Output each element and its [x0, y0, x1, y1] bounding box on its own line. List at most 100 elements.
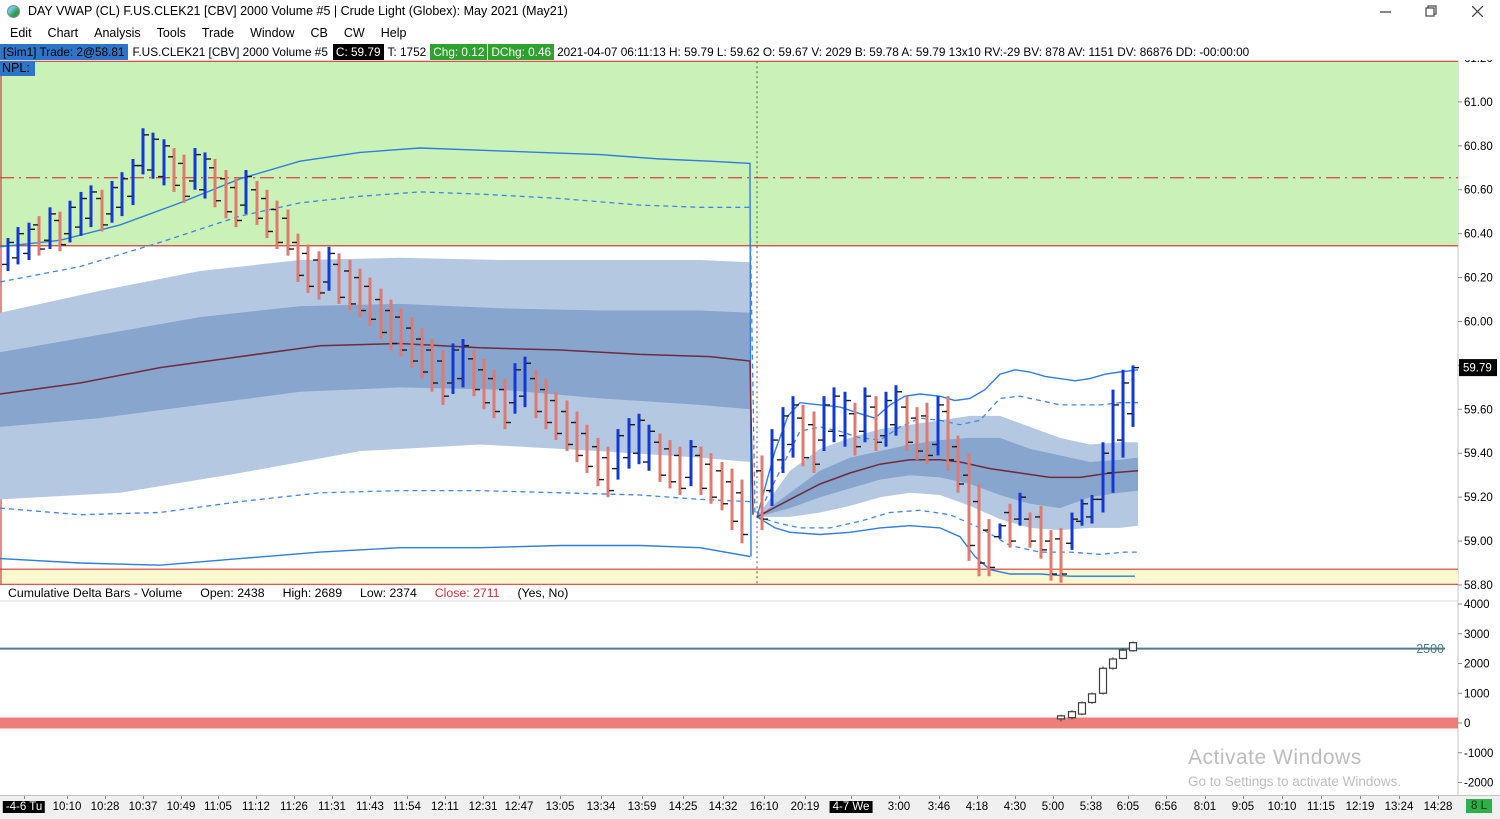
time-axis-label: 5:38: [1079, 801, 1103, 813]
time-axis-label: 10:49: [166, 801, 196, 813]
vwap-inner-band-s2: [757, 437, 1138, 517]
time-axis-label: 20:19: [790, 801, 820, 813]
minimize-button[interactable]: [1362, 0, 1408, 22]
sim-trade-chip: [Sim1] Trade: 2@58.81: [0, 44, 128, 60]
time-axis-tick: [642, 796, 643, 799]
delta-high-value: High: 2689: [282, 585, 343, 600]
delta-axis-label: 3000: [1464, 629, 1490, 641]
upper-dashed-band-line-s1: [0, 191, 756, 517]
menu-item-window[interactable]: Window: [250, 26, 295, 40]
time-axis-label: 13:24: [1384, 801, 1414, 813]
time-axis-label: 10:10: [1267, 801, 1297, 813]
time-axis-tick: [851, 796, 852, 799]
time-axis-tick: [764, 796, 765, 799]
change-chip: Chg: 0.12: [430, 44, 489, 60]
delta-axis-label: 0: [1464, 718, 1470, 730]
last-price-chip: C: 59.79: [332, 44, 384, 60]
lower-band-line-s1: [0, 544, 751, 566]
last-price-tag: 59.79: [1463, 363, 1492, 375]
delta-close-value: Close: 2711: [434, 585, 500, 600]
price-axis-label: 60.40: [1464, 229, 1493, 241]
menu-item-tools[interactable]: Tools: [156, 26, 186, 40]
time-axis-label: 4:18: [965, 801, 989, 813]
time-axis-label: 12:19: [1345, 801, 1375, 813]
price-axis-label: 60.60: [1464, 185, 1493, 197]
yellow-support-zone: [0, 569, 1458, 585]
price-axis-label: 59.60: [1464, 404, 1493, 416]
close-button[interactable]: [1454, 0, 1500, 22]
time-axis-label: 14:25: [668, 801, 698, 813]
time-axis-tick: [181, 796, 182, 799]
menu-item-chart[interactable]: Chart: [47, 26, 79, 40]
time-axis-tick: [370, 796, 371, 799]
time-axis-label: 16:10: [749, 801, 779, 813]
window-controls: [1362, 0, 1500, 22]
time-axis[interactable]: 8 L -4-6 Tu 10:10 10:28 10:37 10:49 11:05 11:1…: [0, 795, 1500, 819]
lower-band-line-s2: [756, 516, 1135, 577]
time-axis-tick: [560, 796, 561, 799]
window-title: DAY VWAP (CL) F.US.CLEK21 [CBV] 2000 Vol…: [28, 4, 568, 18]
app-globe-icon: [7, 4, 20, 18]
time-axis-date-label: 4-7 We: [829, 801, 873, 813]
time-axis-label: 3:00: [887, 801, 911, 813]
delta-candle-body: [1108, 658, 1118, 669]
time-axis-tick: [519, 796, 520, 799]
time-axis-tick: [256, 796, 257, 799]
price-axis-label: 61.00: [1464, 97, 1493, 109]
time-axis-tick: [1166, 796, 1167, 799]
menu-item-trade[interactable]: Trade: [201, 26, 235, 40]
npl-label: NPL:: [0, 61, 35, 76]
time-axis-tick: [1091, 796, 1092, 799]
time-axis-label: 11:12: [242, 801, 270, 813]
time-axis-label: 11:05: [204, 801, 232, 813]
delta-open-value: Open: 2438: [200, 585, 265, 600]
time-axis-tick: [683, 796, 684, 799]
time-axis-label: 11:54: [393, 801, 421, 813]
time-axis-tick: [1282, 796, 1283, 799]
time-axis-tick: [1399, 796, 1400, 799]
vwap-inner-band-s1: [0, 303, 750, 427]
time-axis-tick: [601, 796, 602, 799]
time-axis-label: 12:31: [468, 801, 498, 813]
price-axis-label: 60.00: [1464, 316, 1493, 328]
delta-candle-body: [1067, 711, 1077, 719]
delta-axis-label: 1000: [1464, 688, 1490, 700]
time-axis-tick: [899, 796, 900, 799]
time-axis-label: 11:43: [356, 801, 384, 813]
time-axis-label: 12:47: [504, 801, 534, 813]
time-axis-label: 13:59: [627, 801, 657, 813]
time-axis-tick: [218, 796, 219, 799]
trades-count-label: T: 1752: [387, 45, 427, 59]
delta-study-title: Cumulative Delta Bars - Volume: [8, 585, 183, 600]
last-price-tag-background: [1459, 359, 1497, 377]
delta-zero-band: [0, 717, 1458, 729]
price-axis-label: 58.80: [1464, 580, 1493, 592]
daily-change-chip: DChg: 0.46: [488, 44, 555, 60]
delta-axis-label: 4000: [1464, 599, 1490, 611]
delta-candle-body: [1087, 693, 1097, 704]
time-axis-tick: [483, 796, 484, 799]
menu-item-cw[interactable]: CW: [343, 26, 365, 40]
restore-button[interactable]: [1408, 0, 1454, 22]
time-axis-label: 14:32: [708, 801, 738, 813]
chart-status-badge: 8 L: [1466, 799, 1492, 813]
time-axis-label: 10:10: [52, 801, 82, 813]
chart-canvas[interactable]: 250061.2061.0060.8060.6060.4060.2060.005…: [0, 60, 1500, 795]
delta-axis-label: -2000: [1464, 778, 1493, 790]
time-axis-label: 8:01: [1193, 801, 1217, 813]
time-axis-label: 13:05: [545, 801, 575, 813]
menu-item-help[interactable]: Help: [380, 26, 407, 40]
delta-axis-label: -1000: [1464, 748, 1493, 760]
delta-candle-body: [1077, 702, 1087, 715]
price-axis-label: 60.80: [1464, 141, 1493, 153]
vwap-line-s2: [756, 459, 1139, 518]
delta-yesno-label: (Yes, No): [517, 585, 569, 600]
time-axis-tick: [24, 796, 25, 799]
delta-axis-label: 2000: [1464, 659, 1490, 671]
time-axis-tick: [939, 796, 940, 799]
menu-item-analysis[interactable]: Analysis: [94, 26, 141, 40]
menu-item-cb[interactable]: CB: [310, 26, 328, 40]
time-axis-label: 10:28: [90, 801, 120, 813]
menu-item-edit[interactable]: Edit: [10, 26, 32, 40]
menu-bar: Edit Chart Analysis Tools Trade Window CB CW Hel…: [0, 22, 1500, 44]
